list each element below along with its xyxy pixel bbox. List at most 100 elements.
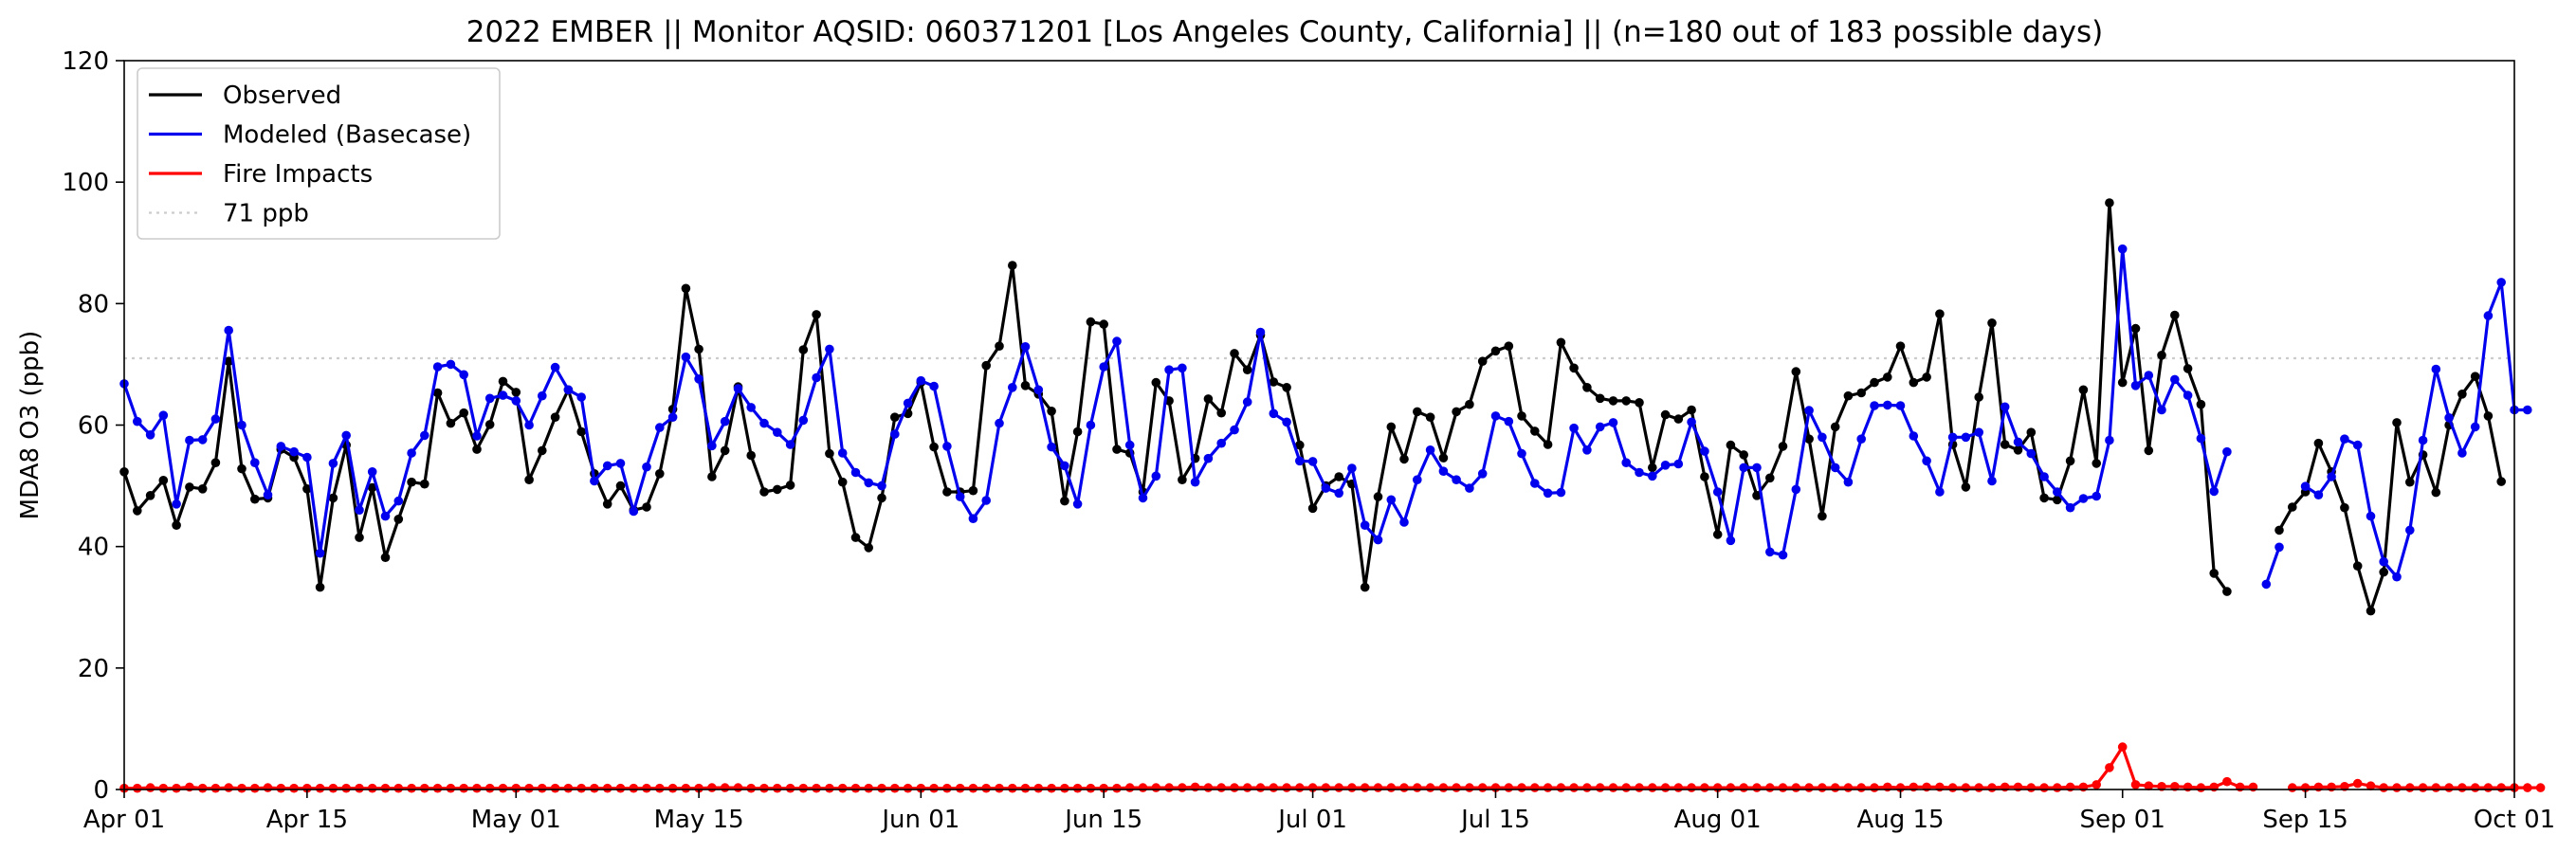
data-point xyxy=(1138,493,1148,503)
data-point xyxy=(172,783,181,793)
data-point xyxy=(1230,425,1239,435)
data-point xyxy=(773,427,782,438)
data-point xyxy=(1556,337,1566,348)
data-point xyxy=(681,283,691,294)
data-point xyxy=(929,381,939,391)
data-point xyxy=(1203,394,1214,404)
data-point xyxy=(2535,783,2546,792)
data-point xyxy=(1307,457,1318,466)
data-point xyxy=(2444,783,2454,792)
data-point xyxy=(1883,372,1892,382)
data-point xyxy=(2039,493,2049,503)
data-point xyxy=(812,310,821,319)
data-point xyxy=(1804,783,1814,792)
data-point xyxy=(2065,456,2075,466)
data-point xyxy=(172,520,181,530)
legend-label: Observed xyxy=(223,82,341,110)
data-point xyxy=(2379,556,2388,567)
data-point xyxy=(655,469,665,479)
data-point xyxy=(955,783,965,793)
data-point xyxy=(367,467,377,477)
data-point xyxy=(615,459,626,468)
data-point xyxy=(210,783,221,793)
data-point xyxy=(1008,261,1017,270)
data-point xyxy=(2313,438,2324,448)
data-point xyxy=(2392,783,2402,792)
data-point xyxy=(1360,783,1370,792)
data-point xyxy=(2209,486,2219,497)
data-point xyxy=(2431,364,2441,374)
data-point xyxy=(2313,490,2324,499)
data-point xyxy=(2366,511,2376,521)
data-point xyxy=(1700,783,1709,792)
data-point xyxy=(1399,517,1409,527)
data-point xyxy=(237,463,247,474)
data-point xyxy=(2092,491,2101,501)
data-point xyxy=(2105,435,2114,445)
data-point xyxy=(877,481,886,491)
data-point xyxy=(850,467,861,478)
legend-label: Fire Impacts xyxy=(223,160,373,189)
data-point xyxy=(1530,479,1540,488)
data-point xyxy=(1033,385,1044,395)
data-point xyxy=(224,783,233,792)
series-layer xyxy=(119,198,2546,793)
data-point xyxy=(1739,450,1748,460)
data-point xyxy=(263,783,273,792)
data-point xyxy=(2523,783,2532,792)
data-point xyxy=(2405,477,2415,487)
data-point xyxy=(172,499,181,509)
data-point xyxy=(877,493,886,503)
data-point xyxy=(615,481,626,491)
data-point xyxy=(2157,782,2166,791)
data-point xyxy=(1386,422,1397,432)
data-point xyxy=(1465,783,1474,792)
data-point xyxy=(1216,438,1226,448)
data-point xyxy=(2496,278,2506,287)
data-point xyxy=(1178,783,1187,792)
data-point xyxy=(720,416,730,426)
data-point xyxy=(995,341,1004,352)
data-point xyxy=(576,426,586,437)
data-point xyxy=(1739,463,1748,473)
data-point xyxy=(2366,606,2376,616)
data-point xyxy=(942,487,952,497)
data-point xyxy=(903,783,913,793)
data-point xyxy=(524,475,534,485)
data-point xyxy=(1765,473,1775,483)
data-point xyxy=(968,514,978,523)
data-point xyxy=(1947,432,1958,443)
data-point xyxy=(145,783,155,792)
data-point xyxy=(785,783,795,793)
data-point xyxy=(1569,363,1579,373)
data-point xyxy=(1726,535,1736,546)
y-tick-label: 120 xyxy=(62,47,109,76)
data-point xyxy=(1870,401,1879,410)
data-point xyxy=(2352,561,2363,571)
data-point xyxy=(1778,783,1788,792)
data-point xyxy=(773,783,782,793)
data-point xyxy=(328,493,338,503)
data-point xyxy=(1386,783,1397,792)
data-point xyxy=(2196,783,2206,792)
data-point xyxy=(2117,244,2128,254)
data-point xyxy=(864,478,873,488)
data-point xyxy=(615,783,626,793)
data-point xyxy=(1595,422,1605,432)
data-point xyxy=(563,385,574,395)
data-point xyxy=(1282,783,1291,792)
data-point xyxy=(2130,323,2141,334)
data-point xyxy=(1112,336,1122,346)
x-tick-label: Apr 15 xyxy=(266,806,348,834)
data-point xyxy=(315,582,325,592)
data-point xyxy=(1870,377,1879,388)
data-point xyxy=(1818,511,1827,521)
data-point xyxy=(407,477,416,487)
data-point xyxy=(864,543,873,553)
data-point xyxy=(1033,783,1044,793)
data-point xyxy=(315,548,325,558)
data-point xyxy=(1399,783,1409,792)
data-point xyxy=(524,783,534,793)
data-point xyxy=(2352,440,2363,450)
data-point xyxy=(328,783,338,793)
